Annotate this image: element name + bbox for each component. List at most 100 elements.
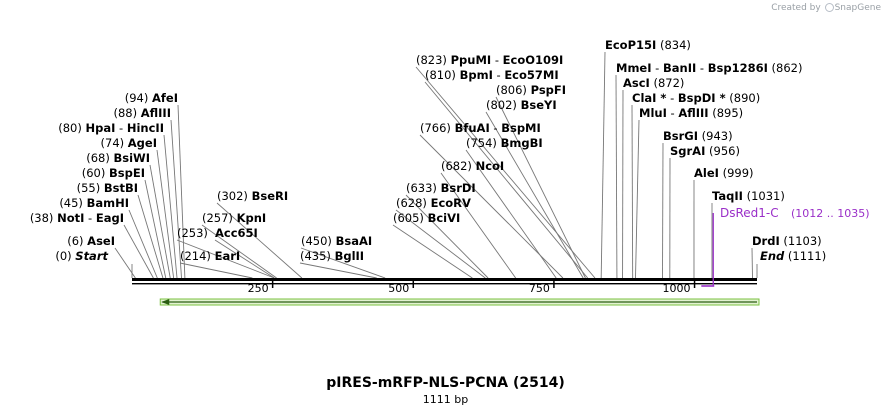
feature-annotations: DsRed1-C (1012 .. 1035) xyxy=(159,206,870,306)
enzyme-name: HpaI xyxy=(85,121,115,135)
enzyme-name: BglII xyxy=(335,249,365,263)
enzyme-name: SgrAI xyxy=(670,144,705,158)
sequence-end-label: Start xyxy=(75,249,108,263)
enzyme-name: BamHI xyxy=(87,196,129,210)
enzyme-name: HincII xyxy=(127,121,164,135)
enzyme-name: BfuAI xyxy=(455,121,490,135)
enzyme-separator: - xyxy=(115,121,126,135)
site-connector xyxy=(635,119,640,279)
site-position: (956) xyxy=(705,144,740,158)
site-label: Acc65I xyxy=(215,226,258,240)
backbone-bottom-line xyxy=(132,283,757,285)
enzyme-name: BanII xyxy=(663,61,696,75)
site-position: (605) xyxy=(393,211,428,225)
site-connector xyxy=(495,96,586,279)
site-label: (38) NotI - EagI xyxy=(30,211,124,225)
site-position: (895) xyxy=(709,106,744,120)
site-position: (802) xyxy=(486,98,521,112)
site-position: (253) xyxy=(177,226,208,240)
enzyme-name: Acc65I xyxy=(215,226,258,240)
site-connector xyxy=(405,194,489,279)
site-connector xyxy=(163,134,178,279)
enzyme-separator: - xyxy=(666,91,677,105)
site-connector xyxy=(440,172,517,279)
site-connector xyxy=(144,179,167,279)
site-connector xyxy=(216,202,303,279)
enzyme-name: MmeI xyxy=(616,61,652,75)
site-position: (88) xyxy=(113,106,140,120)
ruler-tick-label: 1000 xyxy=(663,282,691,295)
enzyme-name: AseI xyxy=(87,234,115,248)
site-position: (1031) xyxy=(743,189,785,203)
site-connector xyxy=(424,81,589,279)
enzyme-name: BciVI xyxy=(428,211,461,225)
site-label: (450) BsaAI xyxy=(301,234,372,248)
site-label: End (1111) xyxy=(760,249,826,263)
site-label: MmeI - BanII - Bsp1286I (862) xyxy=(616,61,802,75)
enzyme-name: BstBI xyxy=(104,181,138,195)
ruler-tick-label: 250 xyxy=(248,282,269,295)
enzyme-name: BspDI * xyxy=(678,91,726,105)
site-label: AscI (872) xyxy=(623,76,684,90)
enzyme-name: BsaAI xyxy=(336,234,373,248)
site-connector xyxy=(156,149,175,279)
enzyme-name: AflIII xyxy=(141,106,171,120)
site-connector xyxy=(662,142,664,279)
enzyme-name: EagI xyxy=(96,211,124,225)
site-position: (6) xyxy=(67,234,87,248)
site-label: EcoP15I (834) xyxy=(605,38,691,52)
enzyme-name: NotI xyxy=(57,211,84,225)
site-label: (80) HpaI - HincII xyxy=(58,121,164,135)
site-label: (766) BfuAI - BspMI xyxy=(420,121,541,135)
site-label: AleI (999) xyxy=(694,166,754,180)
site-label: MluI - AflIII (895) xyxy=(639,106,743,120)
site-label: (60) BspEI xyxy=(82,166,145,180)
site-label: (628) EcoRV xyxy=(396,196,471,210)
enzyme-name: Eco57MI xyxy=(504,68,558,82)
site-label: (253) xyxy=(177,226,208,240)
created-by-text: Created by xyxy=(771,3,821,13)
site-position: (628) xyxy=(396,196,431,210)
enzyme-name: BsrGI xyxy=(663,129,698,143)
site-position: (943) xyxy=(698,129,733,143)
enzyme-separator: - xyxy=(490,121,501,135)
site-position: (890) xyxy=(726,91,761,105)
site-label: (682) NcoI xyxy=(441,159,504,173)
snapgene-logo-icon xyxy=(824,3,834,12)
enzyme-name: AfeI xyxy=(152,91,178,105)
site-position: (435) xyxy=(300,249,335,263)
enzyme-separator: - xyxy=(84,211,95,225)
sequence-length: 1111 bp xyxy=(422,393,469,406)
site-label: (94) AfeI xyxy=(125,91,178,105)
enzyme-name: BspEI xyxy=(109,166,145,180)
enzyme-separator: - xyxy=(491,53,502,67)
site-position: (682) xyxy=(441,159,476,173)
site-label: (6) AseI xyxy=(67,234,115,248)
site-label: (810) BpmI - Eco57MI xyxy=(425,68,559,82)
ruler-ticks: 250 500 750 1000 xyxy=(248,279,696,295)
site-position: (450) xyxy=(301,234,336,248)
site-label: (257) KpnI xyxy=(202,211,266,225)
site-label: DrdI (1103) xyxy=(752,234,822,248)
site-label: (88) AflIII xyxy=(113,106,171,120)
enzyme-name: Bsp1286I xyxy=(708,61,768,75)
site-connector xyxy=(395,209,486,279)
enzyme-name: BsiWI xyxy=(113,151,150,165)
site-connector xyxy=(600,51,606,279)
site-connector xyxy=(299,262,377,279)
feature-name: DsRed1-C xyxy=(720,206,779,220)
enzyme-name: BseRI xyxy=(252,189,289,203)
enzyme-name: BmgBI xyxy=(501,136,543,150)
site-connector xyxy=(615,74,618,279)
site-position: (55) xyxy=(77,181,104,195)
site-connector xyxy=(631,104,634,279)
enzyme-name: EcoRV xyxy=(431,196,471,210)
enzyme-name: ClaI * xyxy=(632,91,666,105)
site-position: (80) xyxy=(58,121,85,135)
enzyme-name: EarI xyxy=(215,249,241,263)
site-connector xyxy=(123,224,154,279)
enzyme-name: DrdI xyxy=(752,234,780,248)
site-label: (214) EarI xyxy=(180,249,240,263)
site-label: (605) BciVI xyxy=(393,211,460,225)
